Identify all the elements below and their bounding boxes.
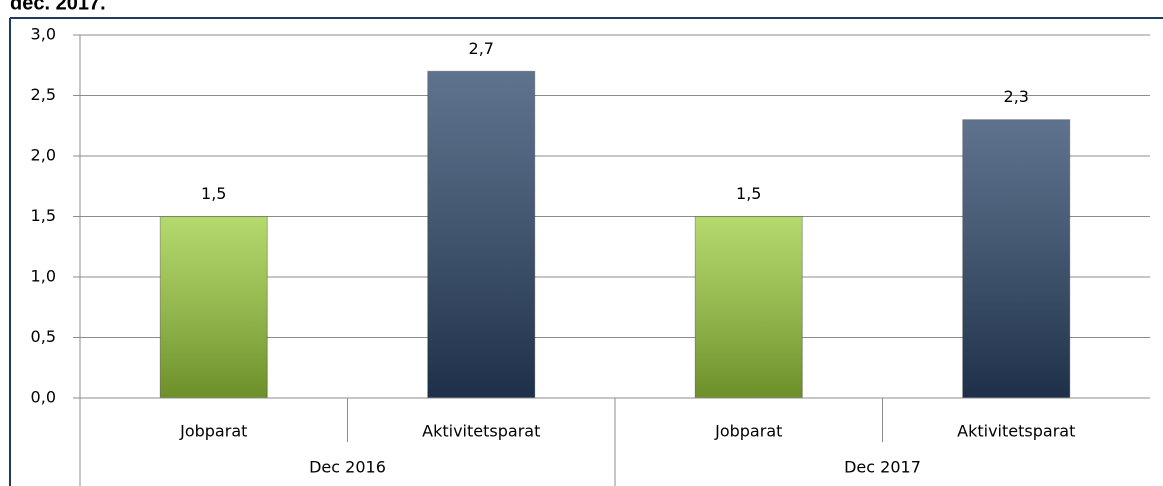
group-label: Dec 2016 (309, 458, 386, 477)
bar (427, 70, 536, 399)
x-tick-label: Jobparat (179, 422, 247, 441)
group-label: Dec 2017 (844, 458, 921, 477)
y-tick-label: 3,0 (31, 25, 56, 44)
x-tick-label: Aktivitetsparat (422, 422, 540, 441)
x-tick-label: Jobparat (714, 422, 782, 441)
bar (694, 216, 803, 399)
x-tick-label: Aktivitetsparat (957, 422, 1075, 441)
y-tick-label: 2,5 (31, 85, 56, 104)
value-label: 1,5 (201, 184, 226, 203)
value-label: 2,3 (1004, 87, 1029, 106)
y-tick-label: 0,5 (31, 327, 56, 346)
bar (962, 119, 1071, 399)
value-label: 1,5 (736, 184, 761, 203)
y-tick-label: 2,0 (31, 146, 56, 165)
y-tick-label: 0,0 (31, 388, 56, 407)
bar (159, 216, 268, 399)
chart-title: dec. 2017. (10, 0, 106, 14)
y-tick-label: 1,5 (31, 206, 56, 225)
value-label: 2,7 (469, 39, 494, 58)
y-tick-label: 1,0 (31, 267, 56, 286)
